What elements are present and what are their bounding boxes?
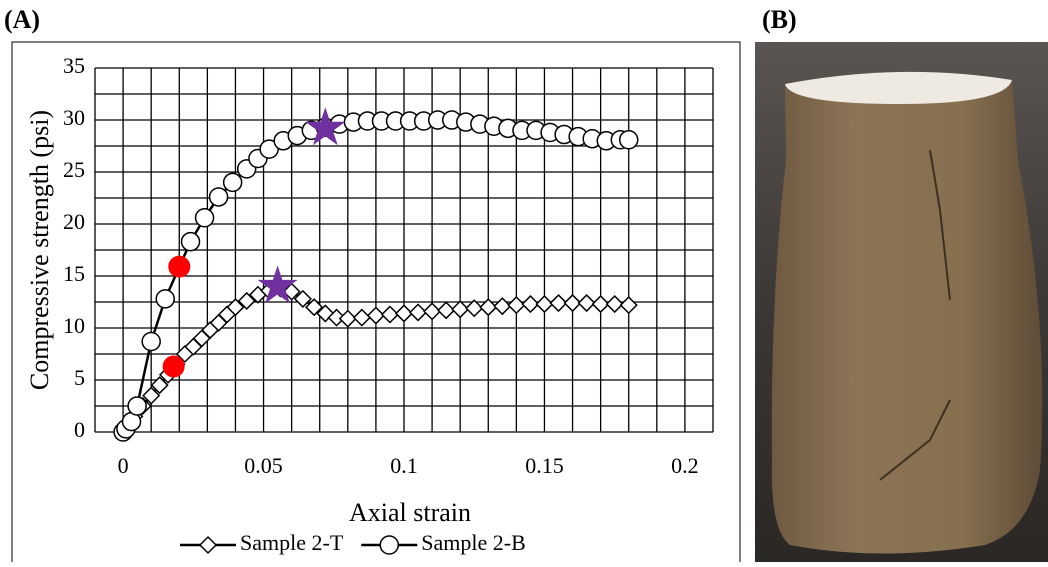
data-point bbox=[408, 303, 428, 322]
x-axis-label: Axial strain bbox=[349, 498, 471, 527]
y-tick-label: 15 bbox=[63, 261, 85, 286]
x-tick-label: 0.2 bbox=[671, 453, 699, 478]
data-point bbox=[222, 172, 243, 193]
chart-frame bbox=[11, 41, 741, 567]
y-tick-label: 20 bbox=[63, 209, 85, 234]
data-point bbox=[507, 296, 526, 315]
data-point bbox=[180, 231, 201, 252]
data-point bbox=[237, 291, 256, 311]
y-tick-label: 10 bbox=[63, 313, 85, 338]
legend-label: Sample 2-T bbox=[240, 530, 344, 555]
x-tick-label: 0.1 bbox=[390, 453, 418, 478]
data-point bbox=[352, 308, 371, 327]
data-point bbox=[141, 331, 161, 352]
data-point bbox=[127, 396, 147, 416]
legend-marker bbox=[379, 535, 400, 555]
x-tick-label: 0 bbox=[118, 453, 129, 478]
sample-photo bbox=[755, 42, 1048, 562]
y-tick-label: 25 bbox=[63, 157, 85, 182]
legend-label: Sample 2-B bbox=[421, 530, 526, 555]
x-tick-label: 0.15 bbox=[525, 453, 564, 478]
y-tick-label: 0 bbox=[74, 417, 85, 442]
data-point bbox=[327, 308, 346, 327]
data-point bbox=[437, 301, 456, 320]
data-point bbox=[618, 130, 639, 150]
data-point bbox=[577, 293, 596, 313]
data-point bbox=[226, 298, 245, 317]
data-point bbox=[380, 305, 400, 324]
x-tick-label: 0.05 bbox=[244, 453, 283, 478]
panel-label: (B) bbox=[762, 5, 797, 34]
highlight-point bbox=[257, 265, 298, 304]
data-point bbox=[155, 289, 175, 309]
data-point bbox=[521, 295, 540, 314]
data-point bbox=[142, 386, 161, 405]
highlight-point bbox=[305, 107, 346, 146]
data-point bbox=[366, 306, 385, 325]
data-point bbox=[535, 295, 554, 314]
data-point bbox=[493, 297, 512, 316]
data-point bbox=[194, 208, 215, 228]
data-point bbox=[394, 304, 414, 323]
data-point bbox=[605, 295, 624, 314]
highlight-point bbox=[162, 355, 185, 378]
data-point bbox=[282, 282, 301, 301]
data-point bbox=[591, 295, 610, 314]
panel-label: (A) bbox=[4, 5, 40, 34]
legend: Sample 2-T Sample 2-B bbox=[180, 530, 526, 555]
data-point bbox=[338, 309, 357, 328]
data-point bbox=[293, 289, 312, 308]
data-point bbox=[465, 299, 484, 318]
y-tick-label: 30 bbox=[63, 105, 85, 130]
y-tick-label: 35 bbox=[63, 53, 85, 78]
data-point bbox=[479, 298, 498, 317]
data-point bbox=[208, 187, 229, 207]
data-point bbox=[619, 296, 638, 315]
data-point bbox=[305, 298, 324, 317]
y-axis-label: Compressive strength (psi) bbox=[25, 110, 54, 390]
y-tick-label: 5 bbox=[74, 365, 85, 390]
legend-marker bbox=[198, 535, 218, 555]
highlight-point bbox=[168, 255, 191, 278]
data-point bbox=[549, 293, 568, 313]
data-point bbox=[423, 302, 442, 321]
data-point bbox=[451, 300, 470, 319]
data-point bbox=[150, 376, 169, 395]
data-point bbox=[563, 293, 582, 313]
